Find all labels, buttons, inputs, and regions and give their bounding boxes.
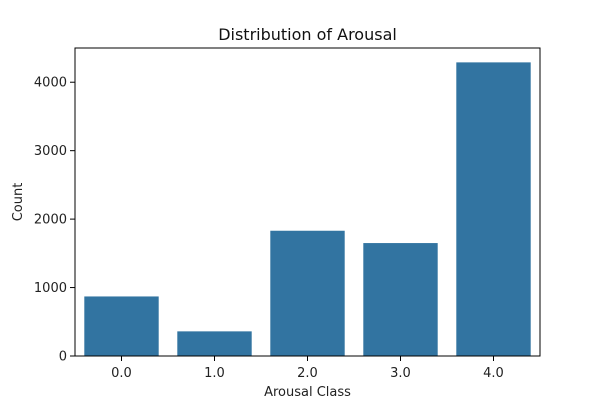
y-axis-ticks: 0 1000 2000 3000 4000: [34, 76, 75, 365]
y-tick-label: 2000: [34, 213, 67, 228]
x-axis-label: Arousal Class: [264, 385, 351, 400]
y-axis-label: Count: [11, 183, 26, 222]
y-tick-label: 0: [59, 350, 67, 365]
y-tick-label: 3000: [34, 144, 67, 159]
x-tick-label: 0.0: [111, 366, 132, 381]
bar-0.0: [84, 296, 159, 356]
bar-2.0: [270, 230, 345, 356]
x-tick-label: 3.0: [390, 366, 411, 381]
bars-group: [84, 62, 531, 357]
y-tick-label: 1000: [34, 281, 67, 296]
bar-4.0: [456, 62, 531, 357]
bar-1.0: [177, 331, 252, 356]
y-tick-label: 4000: [34, 76, 67, 91]
x-tick-label: 4.0: [483, 366, 504, 381]
x-axis-ticks: 0.0 1.0 2.0 3.0 4.0: [111, 356, 504, 381]
bar-3.0: [363, 243, 438, 356]
plot-area-frame: [74, 47, 541, 357]
chart-title: Distribution of Arousal: [218, 25, 397, 44]
x-tick-label: 1.0: [204, 366, 225, 381]
x-tick-label: 2.0: [297, 366, 318, 381]
